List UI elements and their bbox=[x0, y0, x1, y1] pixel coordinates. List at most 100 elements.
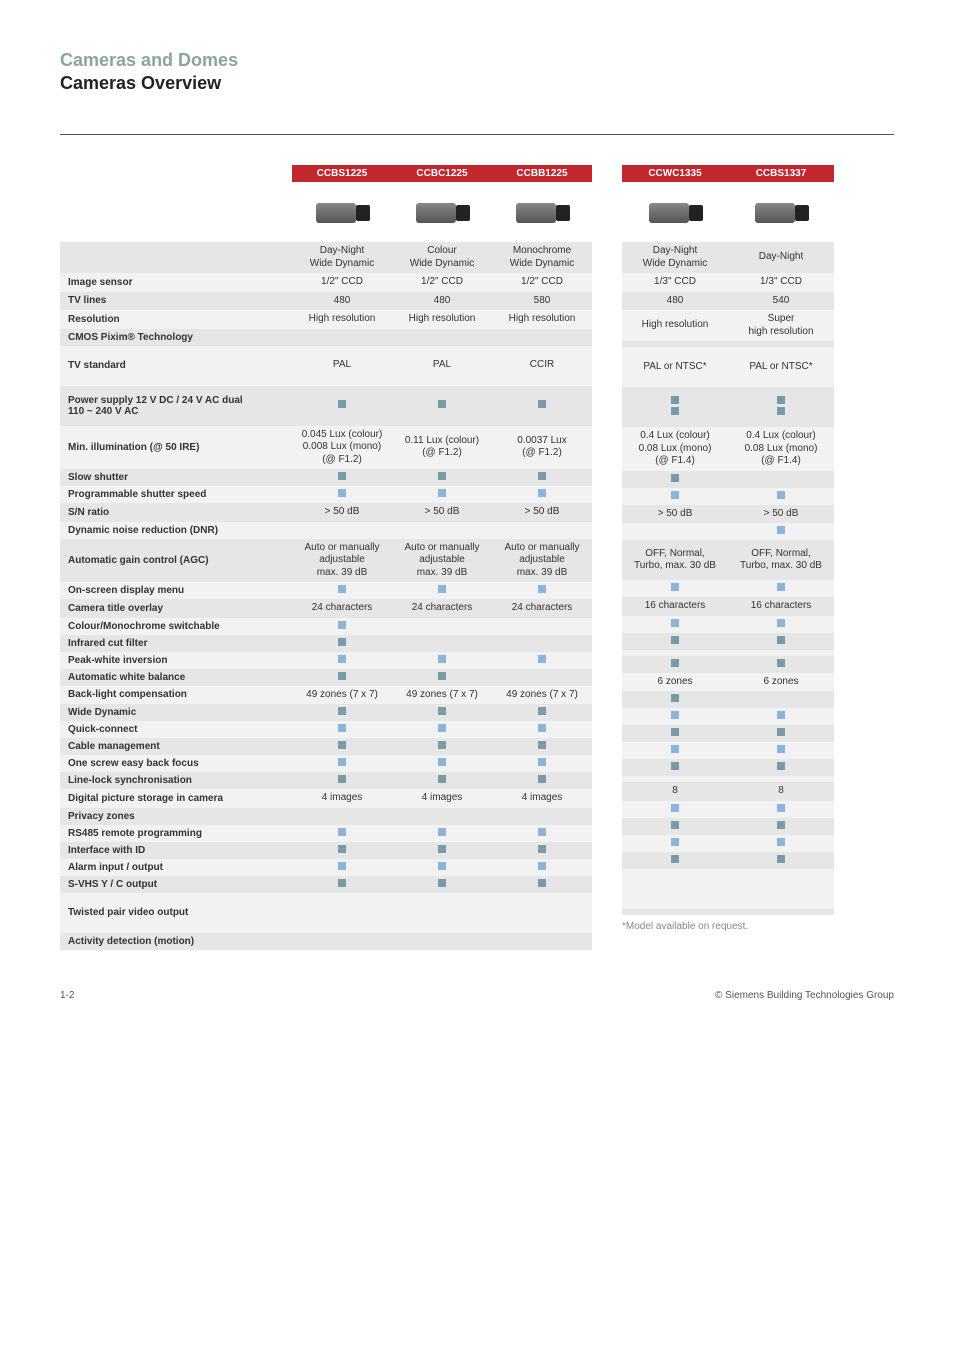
data-cell bbox=[292, 933, 392, 950]
row-label: Peak-white inversion bbox=[60, 652, 292, 669]
data-cell bbox=[622, 708, 728, 725]
data-cell bbox=[292, 329, 392, 346]
data-cell: 0.11 Lux (colour)(@ F1.2) bbox=[392, 426, 492, 470]
feature-dot-icon bbox=[777, 762, 785, 770]
cell-text: 1/3" CCD bbox=[654, 276, 696, 287]
data-cell bbox=[728, 869, 834, 909]
row-label: Automatic gain control (AGC) bbox=[60, 539, 292, 583]
table-row: RS485 remote programming bbox=[60, 825, 592, 842]
data-cell: 8 bbox=[622, 782, 728, 801]
data-cell bbox=[728, 708, 834, 725]
cell-text: High resolution bbox=[409, 313, 476, 324]
data-cell bbox=[492, 618, 592, 635]
cell-text: 480 bbox=[334, 295, 351, 306]
table-row: TV lines480480580 bbox=[60, 292, 592, 311]
cell-text: 1/3" CCD bbox=[760, 276, 802, 287]
feature-dot-icon bbox=[338, 862, 346, 870]
feature-dot-icon bbox=[538, 472, 546, 480]
cell-text: 540 bbox=[773, 295, 790, 306]
data-cell bbox=[492, 522, 592, 539]
data-cell bbox=[492, 652, 592, 669]
feature-dot-icon bbox=[438, 758, 446, 766]
data-cell bbox=[292, 669, 392, 686]
data-cell: PAL or NTSC* bbox=[728, 347, 834, 387]
table-row bbox=[622, 691, 834, 708]
table-row: Day-NightWide Dynamic Day-Night bbox=[622, 242, 834, 273]
data-cell: 0.045 Lux (colour)0.008 Lux (mono)(@ F1.… bbox=[292, 426, 392, 470]
row-label: Privacy zones bbox=[60, 808, 292, 825]
feature-dot-icon bbox=[538, 707, 546, 715]
data-cell bbox=[622, 523, 728, 540]
cell-text: 24 characters bbox=[412, 602, 473, 613]
feature-dot-icon bbox=[338, 828, 346, 836]
row-label: Infrared cut filter bbox=[60, 635, 292, 652]
table-row bbox=[622, 580, 834, 597]
data-cell: Superhigh resolution bbox=[728, 310, 834, 341]
row-label: Digital picture storage in camera bbox=[60, 789, 292, 808]
data-cell bbox=[392, 486, 492, 503]
column-header: CCBS1337 bbox=[728, 165, 834, 182]
data-cell: > 50 dB bbox=[492, 503, 592, 522]
feature-dot-icon bbox=[338, 638, 346, 646]
data-cell bbox=[292, 755, 392, 772]
table-row bbox=[622, 633, 834, 650]
row-label bbox=[60, 242, 292, 273]
data-cell: PAL or NTSC* bbox=[622, 347, 728, 387]
data-cell bbox=[492, 386, 592, 426]
table-row bbox=[622, 387, 834, 427]
feature-dot-icon bbox=[338, 655, 346, 663]
row-label: CMOS Pixim® Technology bbox=[60, 329, 292, 346]
camera-image-cell bbox=[622, 182, 728, 242]
row-label: Wide Dynamic bbox=[60, 704, 292, 721]
row-label: TV standard bbox=[60, 346, 292, 386]
feature-dot-icon bbox=[338, 741, 346, 749]
data-cell: 0.0037 Lux(@ F1.2) bbox=[492, 426, 592, 470]
row-label: Camera title overlay bbox=[60, 599, 292, 618]
data-cell bbox=[622, 471, 728, 488]
data-cell bbox=[392, 652, 492, 669]
feature-dot-icon bbox=[438, 672, 446, 680]
data-cell bbox=[492, 825, 592, 842]
data-cell bbox=[392, 876, 492, 893]
data-cell: Day-NightWide Dynamic bbox=[292, 242, 392, 273]
data-cell bbox=[622, 633, 728, 650]
feature-dot-icon bbox=[538, 845, 546, 853]
data-cell bbox=[492, 635, 592, 652]
cell-text: 24 characters bbox=[512, 602, 573, 613]
data-cell: 49 zones (7 x 7) bbox=[292, 686, 392, 705]
feature-dot-icon bbox=[777, 583, 785, 591]
data-cell: 6 zones bbox=[622, 673, 728, 692]
data-cell bbox=[728, 852, 834, 869]
feature-dot-icon bbox=[538, 862, 546, 870]
column-header: CCBB1225 bbox=[492, 165, 592, 182]
cell-text: 16 characters bbox=[645, 600, 706, 611]
table-row: Privacy zones bbox=[60, 808, 592, 825]
row-label: One screw easy back focus bbox=[60, 755, 292, 772]
data-cell bbox=[728, 488, 834, 505]
data-cell bbox=[728, 909, 834, 915]
row-label: RS485 remote programming bbox=[60, 825, 292, 842]
table-row: Automatic gain control (AGC)Auto or manu… bbox=[60, 539, 592, 583]
cell-text: Day-Night bbox=[759, 251, 803, 262]
feature-dot-icon bbox=[671, 728, 679, 736]
cell-text: Auto or manuallyadjustablemax. 39 dB bbox=[504, 542, 579, 578]
data-cell bbox=[492, 893, 592, 933]
data-cell: 49 zones (7 x 7) bbox=[492, 686, 592, 705]
data-cell bbox=[492, 876, 592, 893]
data-cell bbox=[728, 523, 834, 540]
table-row: Dynamic noise reduction (DNR) bbox=[60, 522, 592, 539]
data-cell bbox=[622, 835, 728, 852]
cell-text: 24 characters bbox=[312, 602, 373, 613]
data-cell: Day-NightWide Dynamic bbox=[622, 242, 728, 273]
camera-icon bbox=[512, 193, 572, 229]
data-cell: High resolution bbox=[492, 310, 592, 329]
cell-text: OFF, Normal,Turbo, max. 30 dB bbox=[634, 548, 716, 572]
data-cell bbox=[622, 691, 728, 708]
data-cell: Auto or manuallyadjustablemax. 39 dB bbox=[292, 539, 392, 583]
cell-text: > 50 dB bbox=[425, 506, 460, 517]
row-label: Dynamic noise reduction (DNR) bbox=[60, 522, 292, 539]
feature-dot-icon bbox=[671, 762, 679, 770]
data-cell bbox=[728, 835, 834, 852]
feature-dot-icon bbox=[338, 775, 346, 783]
cell-text: High resolution bbox=[509, 313, 576, 324]
